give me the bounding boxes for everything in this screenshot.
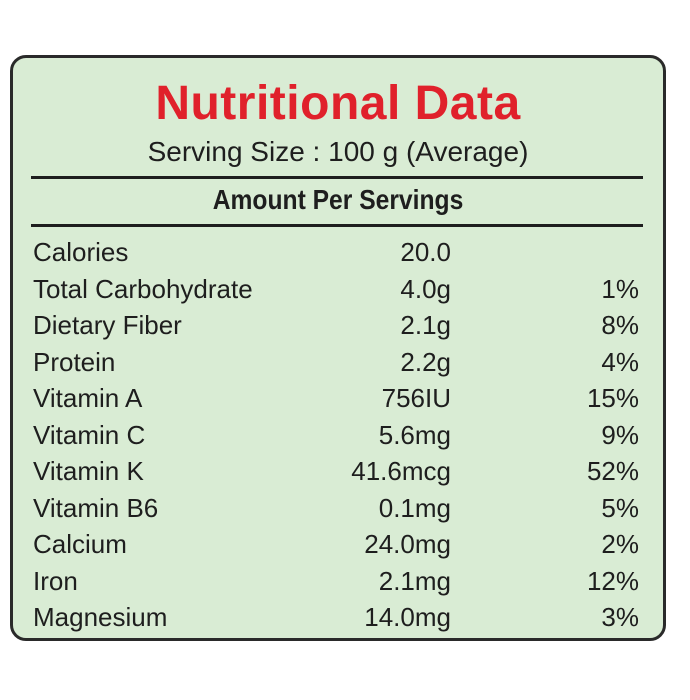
nutrient-name: Magnesium	[33, 602, 168, 632]
nutrient-daily-value: 15%	[586, 383, 639, 413]
nutrient-row: Calories 20.0	[33, 234, 643, 271]
nutrient-amount: 24.0mg	[364, 529, 451, 559]
nutrient-amount: 5.6mg	[378, 419, 451, 450]
nutrient-daily-value: 9%	[601, 419, 639, 450]
serving-size: Serving Size : 100 g (Average)	[147, 136, 529, 167]
nutrient-row: Magnesium 14.0mg 3%	[33, 599, 643, 636]
nutrient-amount: 4.0g	[400, 273, 451, 304]
nutrient-amount: 0.1mg	[378, 492, 451, 523]
nutrient-amount: 20.0	[400, 237, 451, 267]
nutrient-amount: 2.2g	[400, 346, 451, 377]
nutrient-row: Vitamin A 756IU 15%	[33, 380, 643, 417]
nutrient-name: Protein	[33, 346, 116, 377]
nutrient-daily-value: 8%	[601, 310, 639, 340]
nutrient-row: Total Carbohydrate 4.0g 1%	[33, 271, 643, 308]
nutrient-name: Vitamin C	[33, 419, 146, 450]
nutrient-daily-value: 4%	[601, 346, 639, 377]
nutrient-name: Calories	[33, 237, 129, 267]
divider-heading	[31, 224, 643, 227]
nutrition-panel: Nutritional Data Serving Size : 100 g (A…	[10, 55, 666, 641]
nutrient-amount: 2.1g	[400, 310, 451, 340]
nutrient-daily-value: 3%	[601, 602, 639, 632]
divider-top	[31, 176, 643, 179]
nutrient-list: Calories 20.0 Total Carbohydrate 4.0g 1%…	[33, 234, 643, 636]
nutrient-amount: 2.1mg	[378, 565, 451, 596]
nutrient-amount: 756IU	[381, 383, 451, 413]
nutrient-row: Iron 2.1mg 12%	[33, 563, 643, 600]
nutrient-daily-value: 52%	[586, 456, 639, 486]
nutrient-row: Vitamin C 5.6mg 9%	[33, 417, 643, 454]
nutrient-daily-value: 1%	[601, 273, 639, 304]
nutrient-amount: 14.0mg	[364, 602, 451, 632]
nutrient-name: Total Carbohydrate	[33, 273, 253, 304]
nutrient-daily-value: 2%	[601, 529, 639, 559]
amount-per-serving-heading: Amount Per Servings	[212, 184, 464, 215]
nutrient-name: Vitamin A	[33, 383, 143, 413]
nutrient-name: Vitamin B6	[33, 492, 159, 523]
nutrient-row: Calcium 24.0mg 2%	[33, 526, 643, 563]
nutrient-amount: 41.6mcg	[351, 456, 451, 486]
nutrient-name: Calcium	[33, 529, 127, 559]
nutrient-row: Vitamin K 41.6mcg 52%	[33, 453, 643, 490]
nutrient-row: Protein 2.2g 4%	[33, 344, 643, 381]
nutrient-name: Dietary Fiber	[33, 310, 182, 340]
nutrient-name: Vitamin K	[33, 456, 144, 486]
panel-title: Nutritional Data	[155, 77, 521, 130]
nutrient-daily-value: 5%	[601, 492, 639, 523]
nutrient-name: Iron	[33, 565, 78, 596]
nutrient-row: Dietary Fiber 2.1g 8%	[33, 307, 643, 344]
nutrient-row: Vitamin B6 0.1mg 5%	[33, 490, 643, 527]
nutrient-daily-value: 12%	[586, 565, 639, 596]
